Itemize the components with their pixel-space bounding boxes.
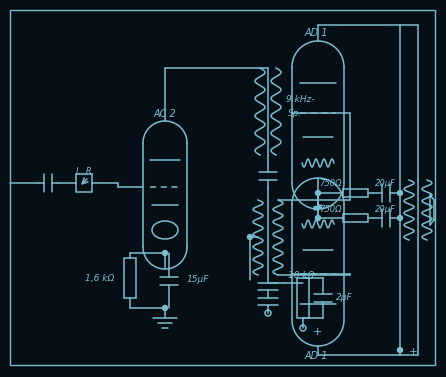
Text: AC 2: AC 2 (153, 109, 176, 119)
Text: L. R.: L. R. (76, 167, 94, 176)
Text: 2μF: 2μF (336, 294, 353, 302)
Circle shape (315, 216, 321, 221)
Circle shape (315, 190, 321, 196)
Text: +: + (313, 327, 322, 337)
Text: 750Ω: 750Ω (319, 179, 341, 188)
Text: AD 1: AD 1 (304, 351, 328, 361)
Text: 750Ω: 750Ω (319, 204, 341, 213)
Ellipse shape (152, 221, 178, 239)
Text: 20μF: 20μF (375, 179, 396, 188)
Circle shape (265, 310, 271, 316)
Bar (76, 174, 92, 192)
Circle shape (162, 250, 168, 256)
Text: +: + (409, 347, 417, 357)
Text: 15μF: 15μF (187, 276, 209, 285)
Bar (343, 214, 368, 222)
Text: AD 1: AD 1 (304, 28, 328, 38)
Text: 20μF: 20μF (375, 204, 396, 213)
Circle shape (248, 234, 252, 239)
Circle shape (397, 348, 402, 352)
Bar (343, 189, 368, 197)
Bar (297, 278, 309, 318)
Text: Sp.: Sp. (288, 109, 302, 118)
Circle shape (162, 305, 168, 311)
Circle shape (300, 325, 306, 331)
Bar (124, 258, 136, 298)
Circle shape (397, 216, 402, 221)
Circle shape (397, 190, 402, 196)
Text: 9 kHz-: 9 kHz- (286, 95, 314, 104)
Text: 10 kΩ: 10 kΩ (288, 271, 314, 279)
Text: 1,6 kΩ: 1,6 kΩ (85, 273, 115, 282)
